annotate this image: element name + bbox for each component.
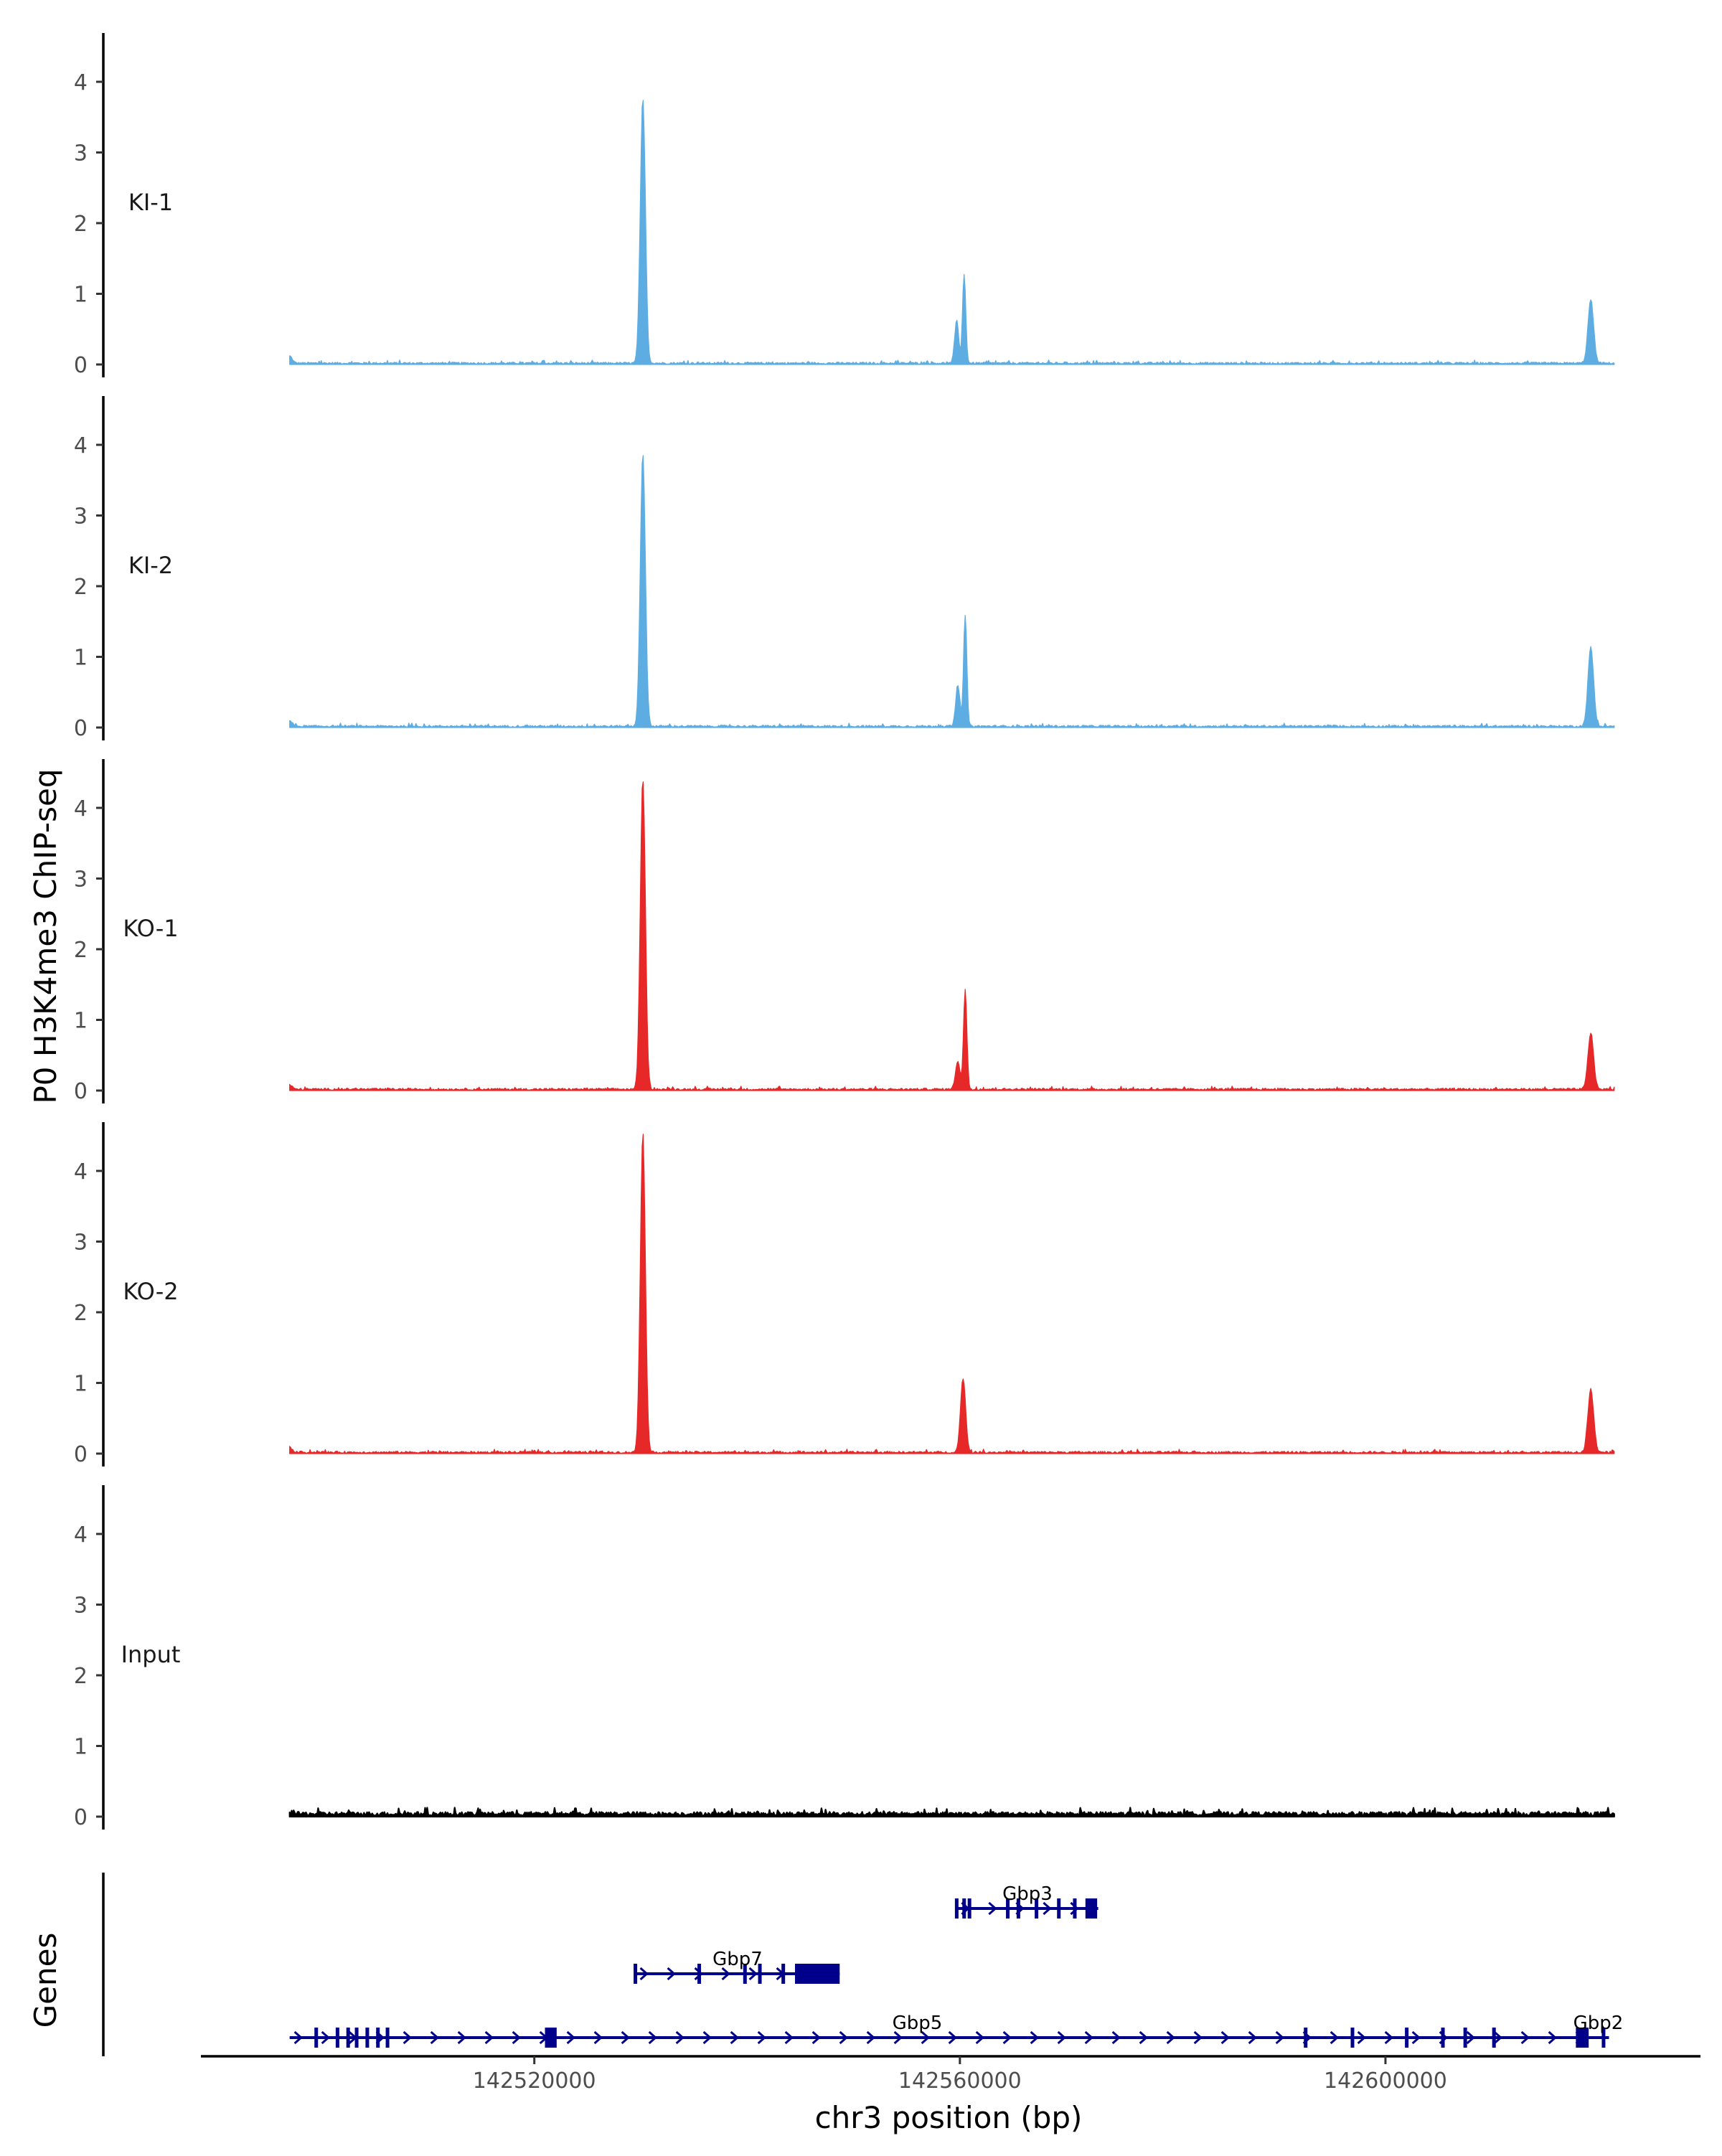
track-signal (290, 782, 1614, 1091)
track-signal (290, 456, 1614, 728)
gene-exon (336, 2028, 339, 2048)
x-tick-label: 142560000 (898, 2068, 1022, 2094)
gene-model: Gbp3 (955, 1883, 1098, 1919)
y-tick-label: 0 (74, 1442, 88, 1467)
gene-exon (697, 1964, 701, 1984)
gene-exon (1464, 2028, 1467, 2048)
y-tick-label: 2 (74, 575, 88, 600)
y-tick-label: 2 (74, 1301, 88, 1326)
track-panel: 0 1 2 3 4 KI-2 (74, 396, 1614, 741)
gene-exon (1405, 2028, 1408, 2048)
gene-exon (386, 2028, 390, 2048)
gene-exon (1304, 2028, 1307, 2048)
gene-exon (314, 2028, 318, 2048)
track-label: KO-2 (123, 1278, 178, 1305)
y-tick-label: 3 (74, 141, 88, 166)
y-tick-label: 2 (74, 1664, 88, 1689)
track-signal (290, 1134, 1614, 1454)
track-panel: 0 1 2 3 4 Input (74, 1485, 1614, 1830)
y-tick-label: 4 (74, 433, 88, 458)
y-tick-label: 4 (74, 1159, 88, 1185)
y-tick-label: 2 (74, 938, 88, 963)
gene-label: Gbp7 (712, 1949, 763, 1970)
gene-exon (355, 2028, 359, 2048)
track-label: KI-1 (128, 189, 173, 216)
y-tick-label: 0 (74, 353, 88, 378)
track-panel: 0 1 2 3 4 KI-1 (74, 33, 1614, 378)
gene-block (545, 2028, 557, 2048)
gene-exon (376, 2028, 380, 2048)
x-axis: 142520000 142560000 142600000 (201, 2056, 1700, 2094)
x-tick-label: 142520000 (473, 2068, 596, 2094)
y-tick-label: 1 (74, 1009, 88, 1034)
y-tick-label: 0 (74, 716, 88, 741)
y-tick-label: 0 (74, 1079, 88, 1104)
y-tick-label: 0 (74, 1805, 88, 1830)
y-tick-label: 3 (74, 867, 88, 893)
x-axis-title: chr3 position (bp) (815, 2100, 1083, 2135)
gene-exon (347, 2028, 350, 2048)
gene-exon (1492, 2028, 1496, 2048)
y-tick-label: 3 (74, 504, 88, 529)
y-tick-label: 3 (74, 1594, 88, 1619)
gene-exon (1350, 2028, 1354, 2048)
track-signal (290, 1808, 1614, 1817)
gene-model: Gbp7 (634, 1949, 839, 1984)
y-tick-label: 4 (74, 70, 88, 95)
y-tick-label: 4 (74, 796, 88, 822)
gene-label: Gbp5 (893, 2013, 943, 2034)
y-tick-label: 1 (74, 1372, 88, 1397)
y-tick-label: 4 (74, 1522, 88, 1548)
gene-model: Gbp2 (1573, 2013, 1624, 2048)
track-label: Input (121, 1641, 181, 1668)
track-label: KO-1 (123, 915, 178, 942)
gene-exon (634, 1964, 637, 1984)
y-axis-title: P0 H3K4me3 ChIP-seq (28, 768, 63, 1103)
track-signal (290, 100, 1614, 364)
y-tick-label: 2 (74, 212, 88, 237)
gene-block (1086, 1898, 1097, 1919)
y-tick-label: 1 (74, 283, 88, 308)
y-tick-label: 1 (74, 646, 88, 671)
gene-exon (962, 1898, 966, 1919)
track-label: KI-2 (128, 552, 173, 579)
gene-label: Gbp3 (1002, 1883, 1053, 1905)
gene-exon (955, 1898, 959, 1919)
gene-exon (781, 1964, 785, 1984)
gene-model: Gbp5 (290, 2013, 1609, 2048)
gene-block (795, 1964, 839, 1984)
track-panel: 0 1 2 3 4 KO-2 (74, 1122, 1614, 1467)
gene-label: Gbp2 (1573, 2013, 1624, 2034)
y-tick-label: 3 (74, 1230, 88, 1256)
gene-exon (1073, 1898, 1076, 1919)
gene-exon (968, 1898, 971, 1919)
track-panel: 0 1 2 3 4 KO-1 (74, 759, 1614, 1104)
genes-track-title: Genes (28, 1933, 63, 2028)
x-tick-label: 142600000 (1324, 2068, 1447, 2094)
tracks-layer: 0 1 2 3 4 KI-1 0 1 2 3 4 KI-2 0 1 2 3 4 KO-1 0 1 2 3 4 KO-2 0 1 2 3… (74, 33, 1614, 1830)
gene-exon (1057, 1898, 1060, 1919)
gene-exon (1441, 2028, 1445, 2048)
gene-exon (365, 2028, 369, 2048)
y-tick-label: 1 (74, 1735, 88, 1760)
